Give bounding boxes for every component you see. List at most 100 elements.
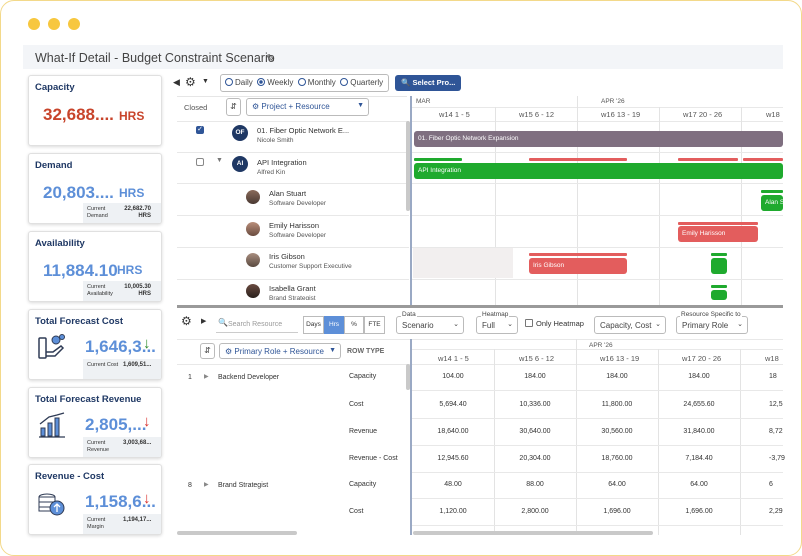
project-name[interactable]: API Integration [257,158,307,167]
grid-cell[interactable]: 31,840.00 [683,428,715,435]
project-checkbox[interactable]: ✓ [196,126,204,134]
gear-icon[interactable]: ⚙ [185,75,196,89]
grid-cell[interactable]: 6 [769,481,773,488]
grid-cell[interactable]: 184.00 [524,373,546,380]
sort-toggle[interactable]: ⇵ [226,98,241,116]
panel-splitter[interactable] [177,305,783,308]
edit-icon[interactable]: ✎ [266,53,276,65]
grid-cell[interactable]: 2,800.00 [521,508,549,515]
grid-cell[interactable]: 24,655.60 [683,401,715,408]
gantt-bar-resource[interactable]: Iris Gibson [529,258,627,274]
heatmap-select[interactable]: Full ⌄ [476,316,518,334]
radio-quarterly[interactable]: Quarterly [340,78,383,87]
grid-cell[interactable]: 2,29 [769,508,783,515]
search-underline [216,332,298,333]
radio-monthly[interactable]: Monthly [297,78,336,87]
grid-cell[interactable]: 8,72 [769,428,783,435]
grid-cell[interactable]: 10,336.00 [519,401,551,408]
grid-cell[interactable]: 11,800.00 [601,401,633,408]
divider [412,525,783,526]
gantt-bar-resource[interactable]: Emily Harisson [678,226,758,242]
grid-cell[interactable]: 18,640.00 [437,428,469,435]
gantt-left-scrollbar[interactable] [406,121,410,211]
gantt-week: w14 1 - 5 [439,110,470,119]
row-type-label: Revenue - Cost [349,455,398,462]
unit-days[interactable]: Days [303,316,324,334]
grid-cell[interactable]: 88.00 [526,481,544,488]
grid-cell[interactable]: 184.00 [688,373,710,380]
gantt-bar-project[interactable]: 01. Fiber Optic Network Expansion [414,131,783,147]
expand-arrow-icon[interactable]: ▶ [204,482,209,488]
project-name[interactable]: 01. Fiber Optic Network E... [257,126,350,135]
chevron-down-icon: ⌄ [507,321,513,328]
gantt-splitter[interactable] [410,96,412,306]
grid-cell[interactable]: 30,640.00 [519,428,551,435]
window-dot-close[interactable] [28,18,40,30]
unit-percent[interactable]: % [344,316,364,334]
grid-cell[interactable]: 48.00 [444,481,462,488]
grid-horizontal-scrollbar[interactable] [177,531,297,535]
project-badge: OF [232,125,248,141]
grid-cell[interactable]: 20,304.00 [519,455,551,462]
select-project-button[interactable]: 🔍 Select Pro... [395,75,462,91]
divider [177,339,783,340]
sort-toggle[interactable]: ⇵ [200,343,215,359]
grid-cell[interactable]: 1,696.00 [685,508,713,515]
grid-cell[interactable]: 18 [769,373,777,380]
window-dot-maximize[interactable] [68,18,80,30]
grid-cell[interactable]: 104.00 [442,373,464,380]
expand-arrow-icon[interactable]: ▶ [201,318,207,325]
unit-hrs[interactable]: Hrs [324,316,344,334]
collapse-arrow-icon[interactable]: ◀ [173,77,180,87]
radio-weekly-dot[interactable] [257,78,266,86]
resource-specific-select[interactable]: Primary Role ⌄ [676,316,748,334]
grid-month: APR '26 [589,342,613,349]
grid-group-select[interactable]: ⚙ Primary Role + Resource ▼ [219,343,341,359]
group-select-label: Project + Resource [261,102,330,111]
data-select[interactable]: Scenario ⌄ [396,316,464,334]
gear-icon[interactable]: ⚙ [181,314,192,328]
grid-right-horizontal-scrollbar[interactable] [413,531,653,535]
divider [412,215,783,216]
grid-cell[interactable]: 18,760.00 [601,455,633,462]
grid-cell[interactable]: 30,560.00 [601,428,633,435]
chevron-down-icon[interactable]: ▼ [202,78,209,85]
project-checkbox[interactable] [196,158,204,166]
grid-cell[interactable]: 12,945.60 [437,455,469,462]
search-input[interactable]: Search Resource [228,321,283,328]
gantt-week: w16 13 - 19 [601,110,641,119]
only-heatmap-checkbox[interactable] [525,319,533,327]
radio-weekly[interactable]: Weekly [257,78,293,87]
grid-cell[interactable]: 64.00 [690,481,708,488]
unit-fte[interactable]: FTE [364,316,385,334]
grid-group-label: Primary Role + Resource [234,347,324,356]
window-dot-minimize[interactable] [48,18,60,30]
gantt-util-line [678,222,758,225]
expand-arrow-icon[interactable]: ▶ [204,374,209,380]
grid-cell[interactable]: -3,79 [769,455,785,462]
grid-cell[interactable]: 12,5 [769,401,783,408]
gantt-bar-project[interactable]: API Integration [414,163,783,179]
radio-quarterly-dot[interactable] [340,78,349,86]
grid-week: w17 20 - 26 [682,354,722,363]
grid-splitter[interactable] [410,339,412,535]
expand-arrow-icon[interactable]: ▼ [216,157,223,164]
grid-cell[interactable]: 5,694.40 [439,401,467,408]
grid-cell[interactable]: 1,696.00 [603,508,631,515]
radio-daily-dot[interactable] [225,78,233,86]
grid-cell[interactable]: 184.00 [606,373,628,380]
grid-cell[interactable]: 1,120.00 [439,508,467,515]
grid-cell[interactable]: 7,184.40 [685,455,713,462]
radio-monthly-dot[interactable] [297,78,306,86]
grid-left-scrollbar[interactable] [406,364,410,390]
radio-daily[interactable]: Daily [225,78,253,87]
card-title: Total Forecast Revenue [35,394,142,405]
gantt-group-select[interactable]: ⚙ Project + Resource ▼ [246,98,369,116]
grid-cell[interactable]: 64.00 [608,481,626,488]
capacity-cost-select[interactable]: Capacity, Cost ⌄ [594,316,666,334]
gantt-bar-resource-small[interactable] [711,290,727,300]
forecast-revenue-sub: Current Revenue 3,003,68... [83,437,161,457]
gantt-bar-resource[interactable]: Alan S [761,195,783,211]
gantt-bar-resource-small[interactable] [711,258,727,274]
chevron-down-icon: ⌄ [655,321,661,328]
